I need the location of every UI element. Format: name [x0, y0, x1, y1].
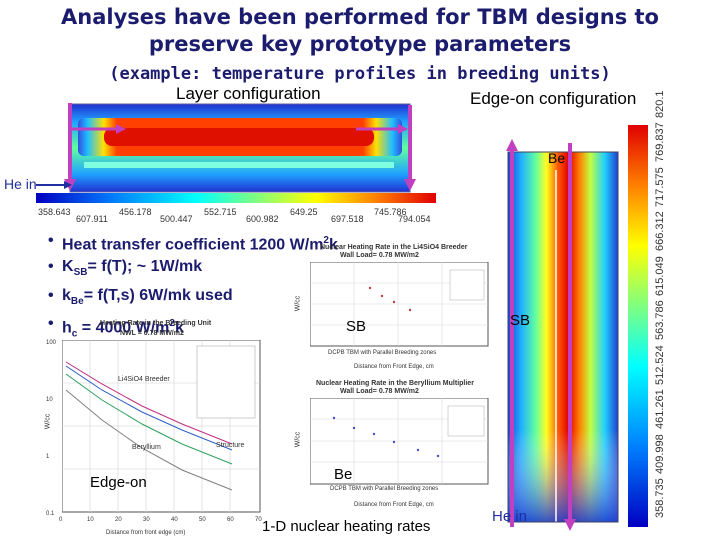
breeding-x-tick: 70: [255, 517, 262, 523]
edge-cb-tick: 717.575: [654, 167, 666, 207]
breeding-y-ticks: 100 10 1 0.1: [46, 340, 62, 517]
layer-temperature-map: [69, 103, 411, 193]
edge-colorbar-ticks: 820.1 769.837 717.575 666.312 615.049 563.786…: [650, 90, 700, 536]
nuclear-heating-rates-label: 1-D nuclear heating rates: [262, 518, 431, 535]
edge-cb-tick: 666.312: [654, 211, 666, 252]
bullet-item: hc = 4000 W/m2k: [48, 313, 338, 346]
breeding-y-tick: 10: [46, 397, 53, 403]
breeding-plot-area: [62, 340, 261, 513]
layer-cb-tick: 552.715: [204, 207, 237, 217]
breeding-x-tick: 10: [87, 517, 94, 523]
layer-cb-tick: 697.518: [331, 214, 364, 224]
bullet-list: Heat transfer coefficient 1200 W/m2k KSB…: [48, 230, 338, 345]
layer-cb-tick: 607.911: [76, 214, 108, 224]
breeding-x-tick: 40: [171, 517, 178, 523]
breeding-x-tick: 60: [227, 517, 234, 523]
layer-cb-tick: 600.982: [246, 214, 279, 224]
layer-cb-tick: 649.25: [290, 207, 318, 217]
layer-cb-tick: 456.178: [119, 207, 152, 217]
li4sio4-plot-area: [310, 262, 489, 347]
layer-cb-tick: 358.643: [38, 207, 71, 217]
breeding-x-tick: 0: [59, 517, 63, 523]
he-in-left-label: He in: [4, 176, 37, 192]
edge-cb-tick: 615.049: [654, 256, 666, 296]
breeding-x-tick: 20: [115, 517, 122, 523]
breeding-y-tick: 0.1: [46, 511, 55, 517]
edge-cb-tick: 820.1: [654, 90, 666, 118]
sb-label-center: SB: [346, 318, 367, 335]
layer-cb-tick: 745.786: [374, 207, 407, 217]
edge-colorbar: [628, 125, 648, 527]
breeding-x-ticks: 0 10 20 30 40 50 60 70: [59, 517, 262, 527]
slide-subtitle: (example: temperature profiles in breedi…: [109, 64, 611, 84]
bullet-item: KSB= f(T); ~ 1W/mk: [48, 256, 338, 284]
breeding-y-tick: 1: [46, 454, 50, 460]
edge-cb-tick: 563.786: [654, 300, 666, 341]
edge-cb-tick: 358.735: [654, 478, 666, 518]
sb-label-right: SB: [510, 312, 531, 329]
beryllium-heating-plot: Nuclear Heating Rate in the Beryllium Mu…: [290, 376, 495, 516]
layer-configuration-label: Layer configuration: [176, 84, 321, 103]
edge-on-label: Edge-on: [90, 474, 147, 491]
breeding-x-tick: 50: [199, 517, 206, 523]
be-label-center: Be: [334, 466, 353, 483]
li4sio4-heating-plot: Nuclear Heating Rate in the Li4SiO4 Bree…: [290, 240, 495, 378]
edge-cb-tick: 769.837: [654, 122, 666, 163]
layer-colorbar: [36, 193, 436, 203]
bullet-item: Heat transfer coefficient 1200 W/m2k: [48, 230, 338, 256]
edge-on-configuration-label: Edge-on configuration: [470, 89, 637, 108]
layer-cb-tick: 794.054: [398, 214, 431, 224]
bullet-item: kBe= f(T,s) 6W/mk used: [48, 285, 338, 313]
layer-cb-tick: 500.447: [160, 214, 193, 224]
title-line-1: Analyses have been performed for TBM des…: [61, 5, 659, 29]
layer-flow-arrows: [64, 103, 416, 191]
breeding-heating-plot: Heating Rate in the Breeding Unit NWL = …: [44, 320, 262, 536]
edge-on-temperature-map: [507, 151, 619, 523]
slide-title: Analyses have been performed for TBM des…: [0, 4, 720, 58]
edge-cb-tick: 409.998: [654, 433, 666, 474]
he-in-arrow: [36, 181, 72, 189]
breeding-y-tick: 100: [46, 340, 57, 346]
beryllium-plot-area: [310, 398, 489, 485]
edge-flow-arrows: [506, 139, 576, 531]
he-in-bottom-label: He in: [492, 508, 528, 525]
edge-cb-tick: 512.524: [654, 344, 666, 385]
be-label-right: Be: [548, 150, 566, 166]
edge-cb-tick: 461.261: [654, 389, 666, 430]
title-line-2: preserve key prototype parameters: [148, 32, 572, 56]
breeding-x-tick: 30: [143, 517, 150, 523]
